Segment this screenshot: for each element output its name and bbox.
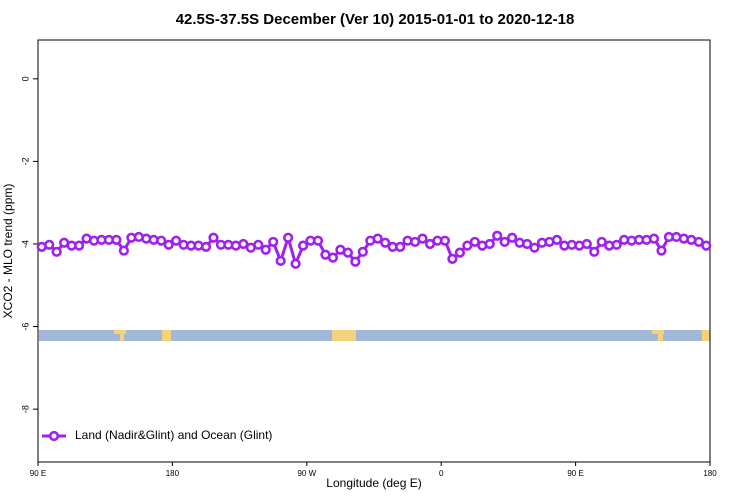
data-point xyxy=(462,240,473,251)
data-point xyxy=(439,235,451,246)
data-point xyxy=(208,232,219,243)
x-tick-label: 90 W xyxy=(297,469,316,478)
data-point xyxy=(238,238,249,250)
x-tick-label: 90 E xyxy=(567,469,583,478)
data-point xyxy=(312,235,324,246)
data-point xyxy=(492,230,503,241)
data-point xyxy=(171,235,182,246)
data-point xyxy=(327,252,339,263)
legend-label: Land (Nadir&Glint) and Ocean (Glint) xyxy=(75,428,272,442)
chart-title: 42.5S-37.5S December (Ver 10) 2015-01-01… xyxy=(176,11,575,28)
y-tick-label: -4 xyxy=(20,240,30,248)
data-point xyxy=(260,244,271,255)
data-point xyxy=(118,245,129,256)
x-tick-label: 180 xyxy=(166,469,180,478)
data-point xyxy=(200,241,212,252)
data-point xyxy=(469,236,480,248)
x-axis-title: Longitude (deg E) xyxy=(326,476,421,490)
data-point xyxy=(380,237,391,248)
y-tick-label: -8 xyxy=(20,405,30,413)
data-point xyxy=(484,238,495,250)
data-point xyxy=(350,256,361,267)
data-point xyxy=(297,240,309,251)
data-point xyxy=(417,233,428,244)
data-point xyxy=(51,246,62,257)
data-point xyxy=(648,233,660,244)
data-point xyxy=(268,236,279,248)
data-point xyxy=(73,240,85,251)
data-point xyxy=(693,236,704,248)
data-point xyxy=(44,239,55,250)
data-point xyxy=(656,245,667,256)
data-point xyxy=(111,234,122,245)
y-tick-label: -2 xyxy=(20,157,30,165)
x-tick-label: 90 E xyxy=(30,469,46,478)
data-point xyxy=(701,240,712,251)
data-point xyxy=(581,238,592,250)
data-point xyxy=(372,233,383,244)
legend-marker xyxy=(48,430,60,442)
y-axis-title: XCO2 - MLO trend (ppm) xyxy=(1,184,15,319)
data-point xyxy=(156,235,167,246)
land-ocean-strip xyxy=(39,330,710,341)
data-point xyxy=(290,258,301,269)
data-point xyxy=(611,239,622,250)
x-tick-label: 180 xyxy=(703,469,717,478)
data-point xyxy=(283,232,294,243)
data-point xyxy=(447,253,458,264)
data-point xyxy=(521,238,533,250)
data-point xyxy=(589,246,600,257)
data-point xyxy=(357,246,368,257)
data-point xyxy=(253,239,264,250)
plot-frame xyxy=(37,39,711,463)
y-tick-label: -6 xyxy=(20,323,30,331)
y-tick-label: 0 xyxy=(20,76,30,81)
data-point xyxy=(342,247,353,258)
data-point xyxy=(551,234,563,245)
data-point xyxy=(499,236,510,248)
x-tick-label: 0 xyxy=(439,469,444,478)
data-point xyxy=(507,232,518,243)
data-point xyxy=(275,255,286,267)
data-point xyxy=(395,241,406,252)
data-point xyxy=(163,239,174,250)
data-point xyxy=(596,236,607,248)
data-point xyxy=(529,242,540,253)
data-point xyxy=(454,247,465,258)
